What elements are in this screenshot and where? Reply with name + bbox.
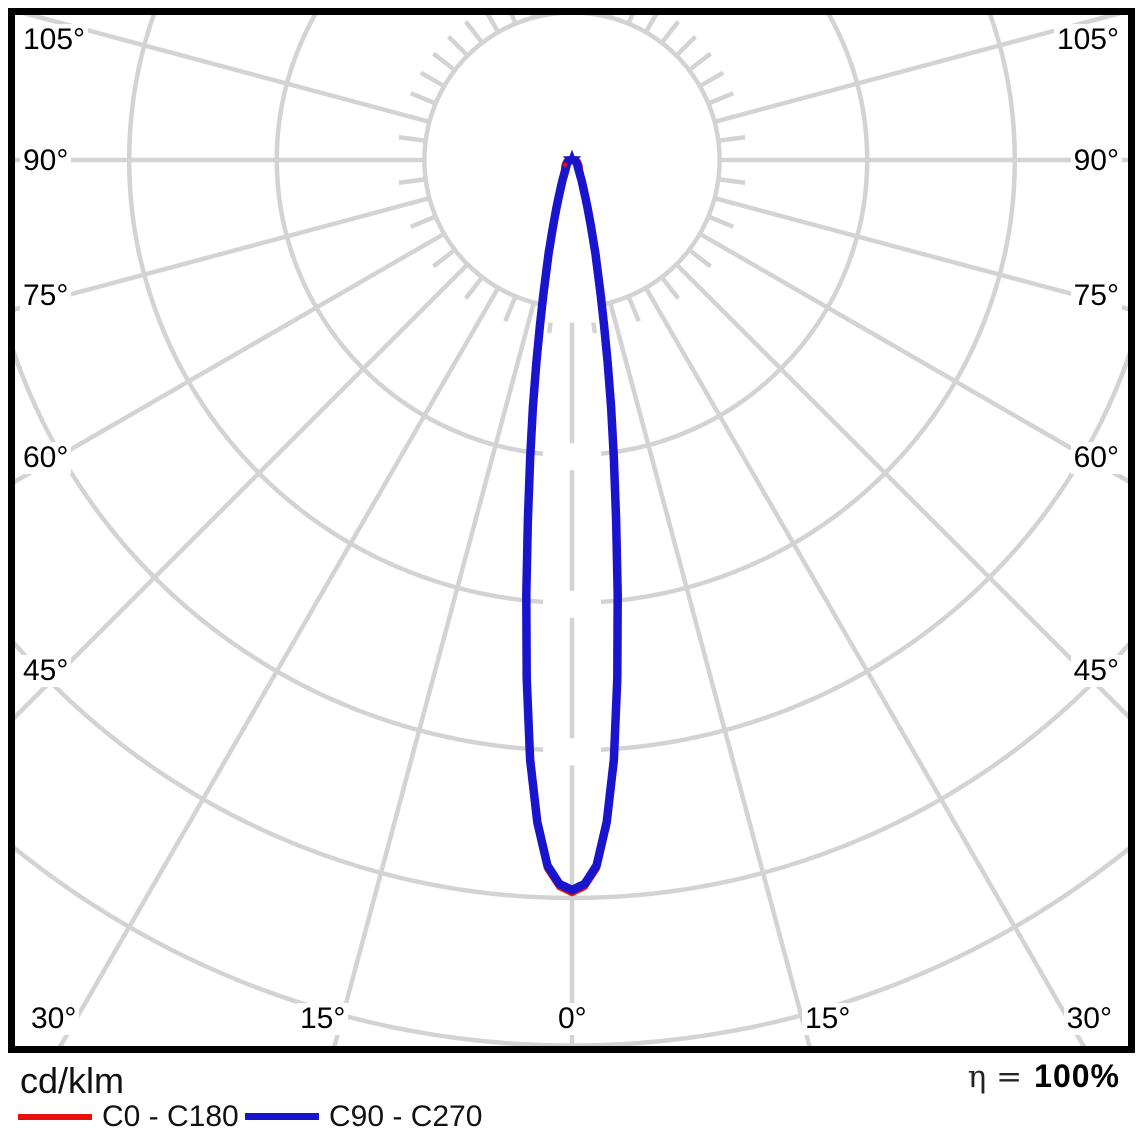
angle-label: 105° <box>20 24 89 56</box>
light-output-ratio: η = 100% <box>968 1058 1120 1095</box>
c0-c180-line-swatch <box>18 1114 92 1120</box>
legend-area: cd/klm C0 - C180 C90 - C270 η = 100% <box>0 1056 1143 1143</box>
eta-value: 100% <box>1034 1058 1120 1094</box>
angle-label: 30° <box>28 1003 80 1035</box>
angle-label: 15° <box>297 1003 349 1035</box>
angle-label: 60° <box>1070 442 1122 474</box>
angle-label: 15° <box>802 1003 854 1035</box>
angle-label: 90° <box>20 145 72 177</box>
eta-symbol: η = <box>967 1059 1023 1095</box>
angle-label: 0° <box>555 1003 590 1035</box>
angle-label: 75° <box>1070 280 1122 312</box>
angle-label: 30° <box>1063 1003 1115 1035</box>
angle-label: 45° <box>20 655 72 687</box>
c0-c180-label: C0 - C180 <box>102 1100 239 1133</box>
angle-label: 105° <box>1053 24 1122 56</box>
c90-c270-label: C90 - C270 <box>329 1100 483 1133</box>
angle-label: 60° <box>20 442 72 474</box>
c90-c270-line-swatch <box>245 1113 319 1120</box>
angle-label: 75° <box>20 280 72 312</box>
units-label: cd/klm <box>20 1060 125 1101</box>
angle-label: 90° <box>1070 145 1122 177</box>
angle-label: 45° <box>1070 655 1122 687</box>
